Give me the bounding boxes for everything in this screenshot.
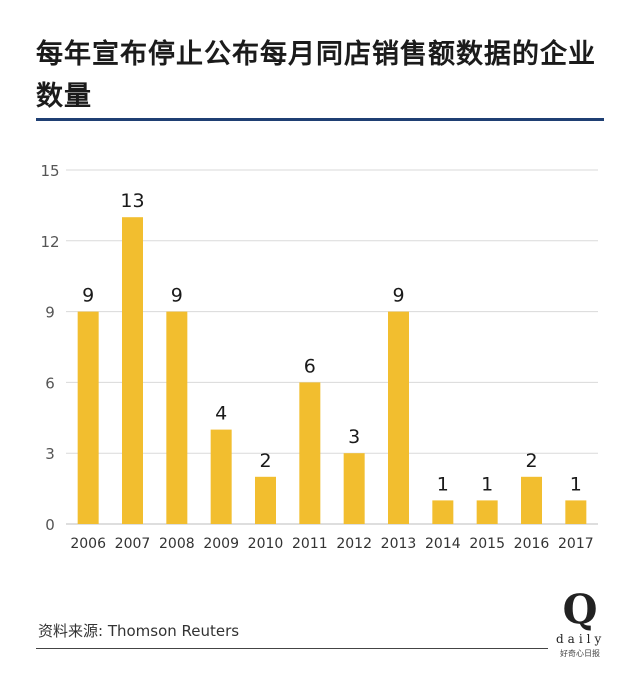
source-note: 资料来源: Thomson Reuters (38, 622, 240, 640)
x-tick-label: 2017 (558, 536, 594, 552)
bar (388, 311, 409, 524)
x-tick-label: 2009 (203, 536, 239, 552)
bar (210, 429, 232, 524)
bar (255, 476, 276, 524)
y-tick-label: 0 (45, 516, 55, 534)
bar (432, 500, 454, 524)
data-label: 6 (304, 355, 316, 377)
x-tick-label: 2011 (292, 536, 328, 552)
bar (476, 500, 498, 524)
title-divider (36, 118, 604, 121)
x-tick-label: 2010 (248, 536, 284, 552)
data-label: 13 (120, 190, 144, 212)
bar (166, 311, 188, 524)
logo-word: daily (556, 632, 606, 646)
footer-divider (36, 648, 548, 649)
bar (343, 453, 365, 524)
bar (77, 311, 99, 524)
x-tick-label: 2007 (115, 536, 151, 552)
data-label: 1 (437, 473, 449, 495)
data-label: 1 (570, 473, 582, 495)
x-tick-label: 2012 (336, 536, 372, 552)
y-tick-label: 15 (40, 162, 59, 180)
data-label: 3 (348, 426, 360, 448)
data-label: 1 (481, 473, 493, 495)
bar (122, 217, 143, 524)
bar (521, 476, 542, 524)
logo-subtitle: 好奇心日报 (560, 649, 600, 658)
data-label: 4 (215, 403, 227, 425)
logo-letter: Q (562, 586, 598, 633)
y-tick-label: 9 (45, 304, 55, 322)
chart-title: 每年宣布停止公布每月同店销售额数据的企业数量 (36, 39, 596, 112)
bar-chart: 0369121592006132007920084200922010620113… (40, 162, 598, 552)
x-tick-label: 2015 (469, 536, 505, 552)
data-label: 9 (392, 285, 404, 307)
qdaily-logo: Q daily 好奇心日报 (552, 588, 604, 660)
bar (565, 500, 587, 524)
x-tick-label: 2006 (70, 536, 106, 552)
x-tick-label: 2016 (514, 536, 550, 552)
data-label: 9 (171, 285, 183, 307)
data-label: 2 (525, 450, 537, 472)
data-label: 2 (259, 450, 271, 472)
x-tick-label: 2008 (159, 536, 195, 552)
bar (299, 382, 321, 524)
y-tick-label: 12 (40, 233, 59, 251)
x-tick-label: 2014 (425, 536, 461, 552)
y-tick-label: 3 (45, 445, 55, 463)
data-label: 9 (82, 285, 94, 307)
y-tick-label: 6 (45, 374, 55, 392)
x-tick-label: 2013 (381, 536, 417, 552)
